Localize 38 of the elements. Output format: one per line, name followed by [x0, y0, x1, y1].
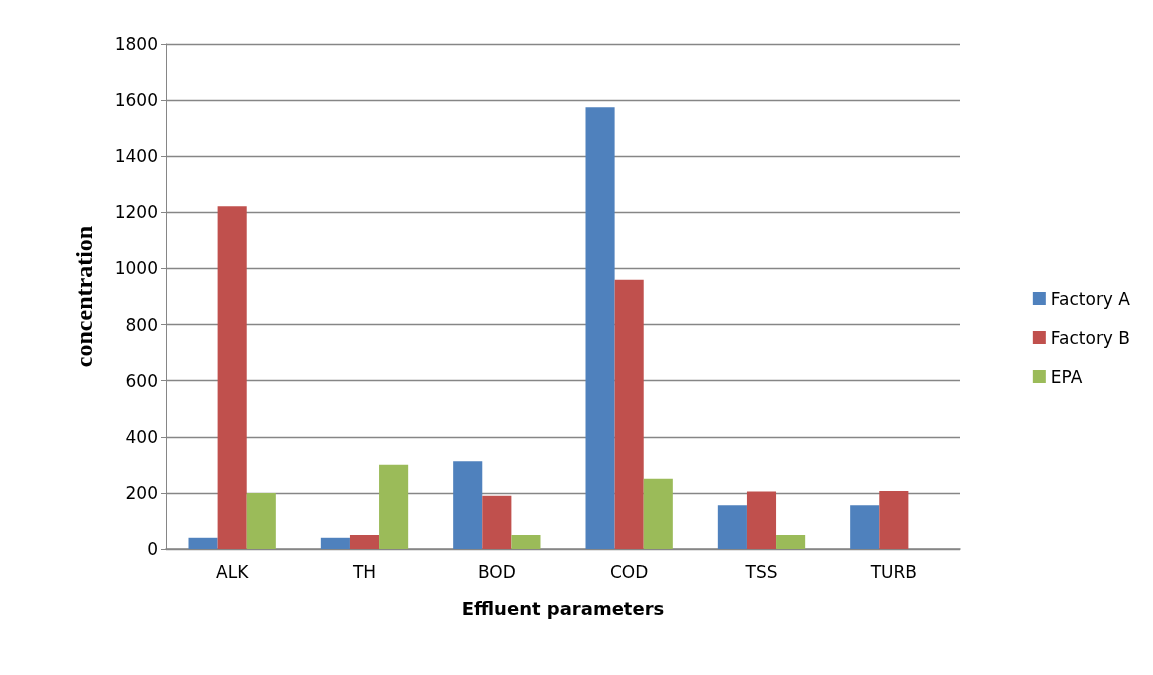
legend-label: Factory A: [1050, 288, 1131, 309]
y-tick-label: 1000: [114, 258, 158, 279]
bar: [453, 461, 483, 549]
y-tick-label: 400: [125, 426, 158, 447]
bar: [585, 107, 615, 549]
bar: [246, 492, 276, 549]
legend-label: EPA: [1050, 366, 1083, 387]
y-tick-label: 800: [125, 314, 158, 335]
y-tick-label: 1200: [114, 202, 158, 223]
legend-label: Factory B: [1050, 327, 1131, 348]
x-tick-label: TURB: [869, 561, 917, 582]
bar: [879, 490, 909, 549]
y-axis-title: concentration: [71, 225, 97, 368]
bar: [482, 495, 512, 549]
bar: [349, 534, 380, 549]
y-tick-label: 1400: [114, 146, 158, 167]
bar: [717, 505, 747, 549]
x-tick-label: COD: [609, 561, 649, 582]
y-tick-label: 1600: [114, 90, 158, 111]
x-axis-title: Effluent parameters: [461, 597, 665, 619]
x-tick-label: ALK: [216, 561, 250, 582]
bar: [614, 279, 644, 549]
y-tick-label: 1800: [114, 34, 158, 54]
bar: [320, 537, 350, 549]
bar: [511, 534, 541, 549]
y-tick-label: 0: [147, 539, 158, 559]
y-tick-label: 200: [125, 482, 158, 503]
y-tick-label: 600: [125, 370, 158, 391]
bar: [746, 491, 777, 549]
bar: [379, 464, 409, 549]
bar: [776, 534, 806, 549]
bar: [643, 478, 673, 549]
bar: [217, 206, 247, 549]
x-tick-label: TH: [351, 561, 377, 582]
x-tick-label: TSS: [744, 561, 778, 582]
bar: [188, 537, 218, 549]
x-tick-label: BOD: [477, 561, 516, 582]
bar: [850, 505, 880, 549]
